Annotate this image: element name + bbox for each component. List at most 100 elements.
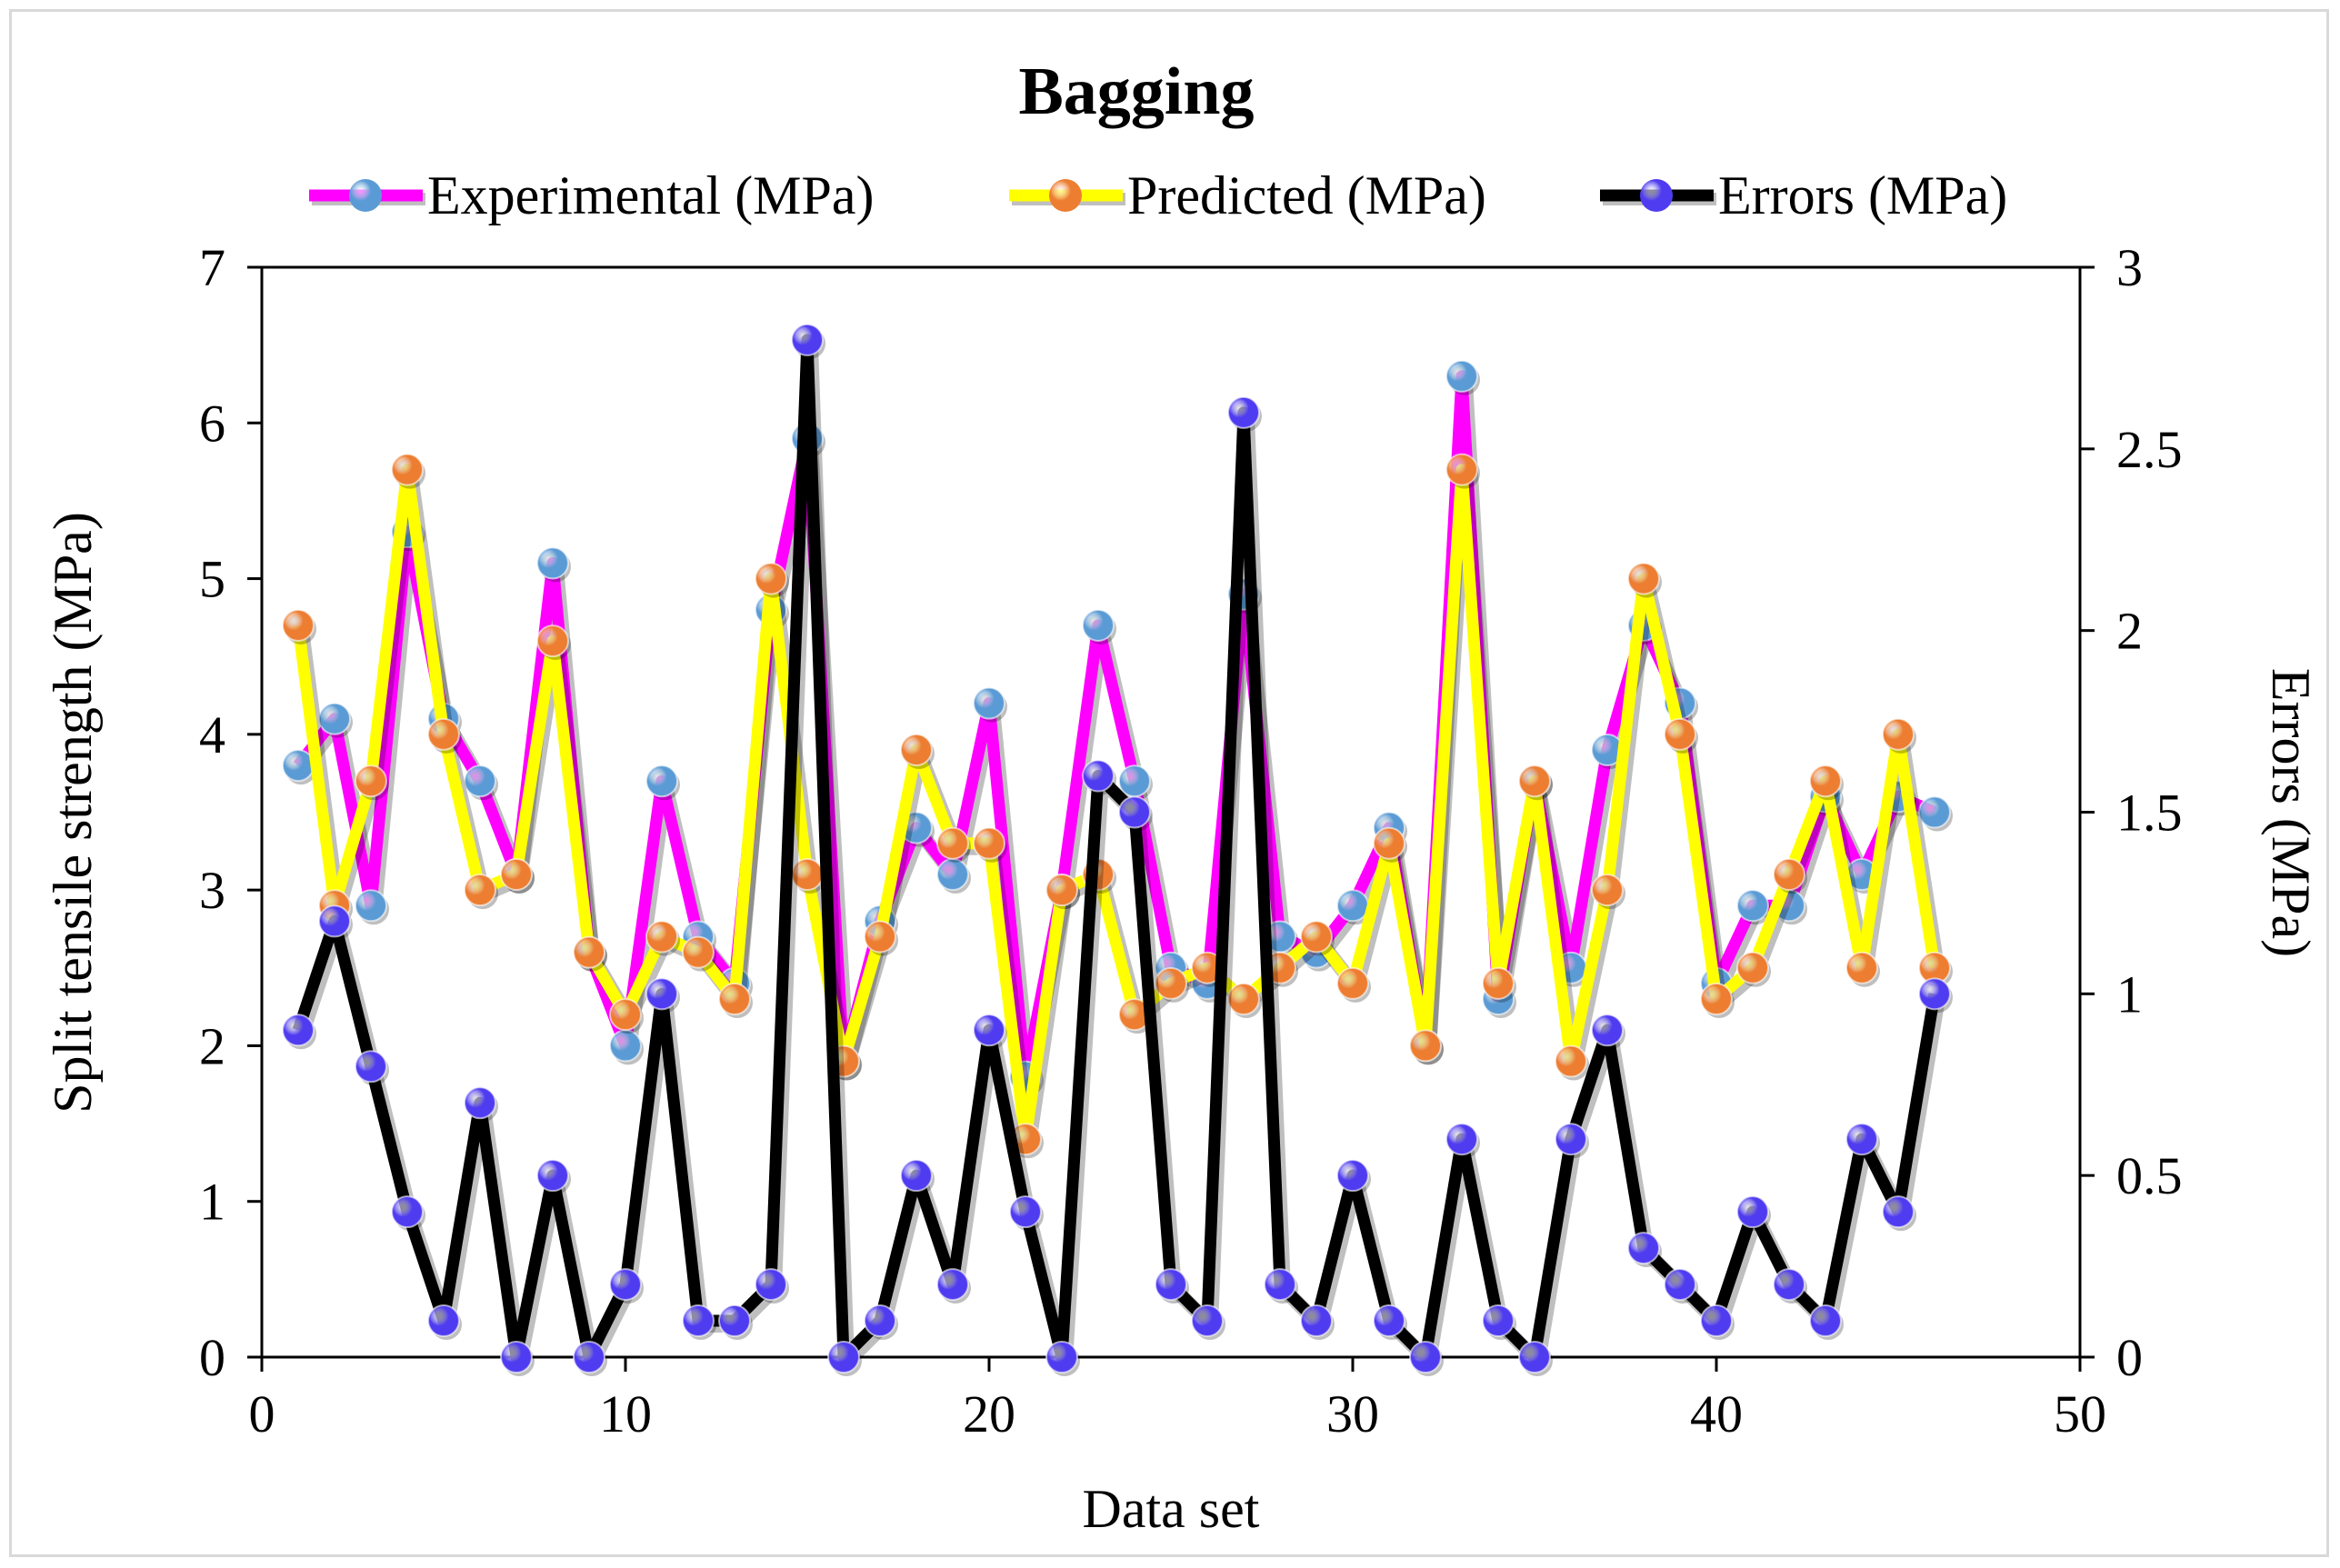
series-2-point-10	[645, 977, 678, 1011]
y-tick-label-2: 2	[199, 1016, 225, 1075]
series-1-point-18	[936, 826, 969, 860]
series-1-point-33	[1482, 966, 1515, 1000]
y-tick-label-0: 0	[199, 1328, 225, 1387]
series-2-point-40	[1736, 1195, 1769, 1229]
x-tick-label-4: 40	[1690, 1384, 1743, 1443]
series-2-point-2	[355, 1050, 387, 1084]
series-0-point-7	[536, 546, 569, 580]
series-1-point-2	[355, 764, 387, 798]
legend-item-1: Predicted (MPa)	[1009, 165, 1486, 225]
series-2-point-17	[900, 1159, 933, 1193]
series-2-point-11	[682, 1304, 715, 1338]
chart-title: Bagging	[1018, 55, 1254, 129]
y2-tick-label-1: 0.5	[2116, 1146, 2183, 1205]
series-1-point-12	[718, 983, 751, 1016]
series-0-point-2	[355, 889, 387, 923]
series-2-point-24	[1155, 1268, 1187, 1302]
series-2-point-3	[391, 1195, 424, 1229]
series-2-point-41	[1773, 1268, 1805, 1302]
series-1-point-17	[900, 733, 933, 766]
series-2-point-37	[1627, 1232, 1660, 1265]
y-tick-label-4: 4	[199, 705, 225, 764]
series-1-point-3	[391, 453, 424, 486]
series-1-point-8	[573, 935, 605, 969]
legend-label-0: Experimental (MPa)	[427, 165, 875, 225]
x-tick-label-0: 0	[249, 1384, 275, 1443]
series-2-point-15	[827, 1341, 860, 1373]
series-2-point-21	[1045, 1341, 1078, 1373]
series-2-point-28	[1300, 1304, 1333, 1338]
series-0-point-1	[318, 702, 351, 735]
series-2-point-19	[973, 1014, 1005, 1047]
series-layer	[282, 323, 1953, 1376]
y-tick-label-3: 3	[199, 861, 225, 920]
series-2-point-12	[718, 1304, 751, 1338]
series-2-point-45	[1918, 977, 1951, 1011]
series-1-point-31	[1409, 1029, 1442, 1063]
series-2-point-32	[1445, 1123, 1478, 1156]
series-1-point-34	[1518, 764, 1551, 798]
series-1-point-42	[1809, 764, 1842, 798]
legend-item-0: Experimental (MPa)	[309, 165, 875, 225]
series-2-point-6	[500, 1341, 533, 1373]
series-2-point-5	[464, 1086, 496, 1120]
series-1-point-32	[1445, 453, 1478, 486]
y-tick-label-5: 5	[199, 550, 225, 609]
y2-tick-label-2: 1	[2116, 964, 2143, 1024]
series-0-point-23	[1118, 764, 1151, 798]
x-axis-label: Data set	[1083, 1479, 1260, 1539]
series-2-point-9	[609, 1268, 642, 1302]
series-1-point-10	[645, 920, 678, 954]
legend-item-2: Errors (MPa)	[1600, 165, 2007, 225]
series-1-point-36	[1591, 874, 1624, 907]
series-2	[282, 323, 1953, 1376]
x-ticks: 0 10 20 30 40 50	[249, 1357, 2106, 1443]
series-1-point-28	[1300, 920, 1333, 954]
series-1-point-40	[1736, 951, 1769, 984]
series-1-point-13	[755, 562, 787, 595]
series-2-point-13	[755, 1268, 787, 1302]
series-0-point-9	[609, 1029, 642, 1063]
series-0-point-22	[1082, 608, 1115, 642]
series-2-point-4	[427, 1304, 460, 1338]
series-1-point-29	[1336, 966, 1369, 1000]
series-1-point-19	[973, 826, 1005, 860]
y2-tick-label-5: 2.5	[2116, 420, 2183, 479]
series-1-point-16	[864, 920, 896, 954]
series-2-point-35	[1555, 1123, 1587, 1156]
series-0-point-40	[1736, 889, 1769, 923]
legend: Experimental (MPa) Predicted (MPa) Errors …	[309, 165, 2007, 225]
series-2-point-7	[536, 1159, 569, 1193]
series-1-point-11	[682, 935, 715, 969]
series-2-point-1	[318, 904, 351, 938]
y-ticks-right: 0 0.5 1 1.5 2 2.5 3	[2080, 238, 2183, 1387]
series-2-point-8	[573, 1341, 605, 1373]
series-2-point-22	[1082, 759, 1115, 793]
series-2-point-0	[282, 1014, 315, 1047]
series-2-point-34	[1518, 1341, 1551, 1373]
series-1-point-35	[1555, 1044, 1587, 1078]
y2-tick-label-4: 2	[2116, 602, 2143, 661]
series-2-point-38	[1664, 1268, 1696, 1302]
series-2-point-39	[1700, 1304, 1733, 1338]
series-2-point-43	[1845, 1123, 1878, 1156]
legend-marker-1	[1049, 179, 1082, 212]
y2-axis-label: Errors (MPa)	[2261, 668, 2321, 957]
x-tick-label-1: 10	[599, 1384, 652, 1443]
series-0-point-10	[645, 764, 678, 798]
legend-label-2: Errors (MPa)	[1718, 165, 2007, 225]
series-1-point-39	[1700, 983, 1733, 1016]
series-2-point-23	[1118, 795, 1151, 829]
series-1-point-24	[1155, 966, 1187, 1000]
series-0-point-18	[936, 858, 969, 892]
series-1-point-44	[1882, 717, 1915, 751]
series-0-point-32	[1445, 359, 1478, 393]
x-tick-label-5: 50	[2054, 1384, 2106, 1443]
legend-marker-2	[1640, 179, 1673, 212]
y-ticks-left: 0 1 2 3 4 5 6 7	[199, 238, 262, 1387]
series-0-point-19	[973, 686, 1005, 720]
series-0-point-5	[464, 764, 496, 798]
series-1-point-5	[464, 874, 496, 907]
series-1-point-30	[1373, 826, 1405, 860]
